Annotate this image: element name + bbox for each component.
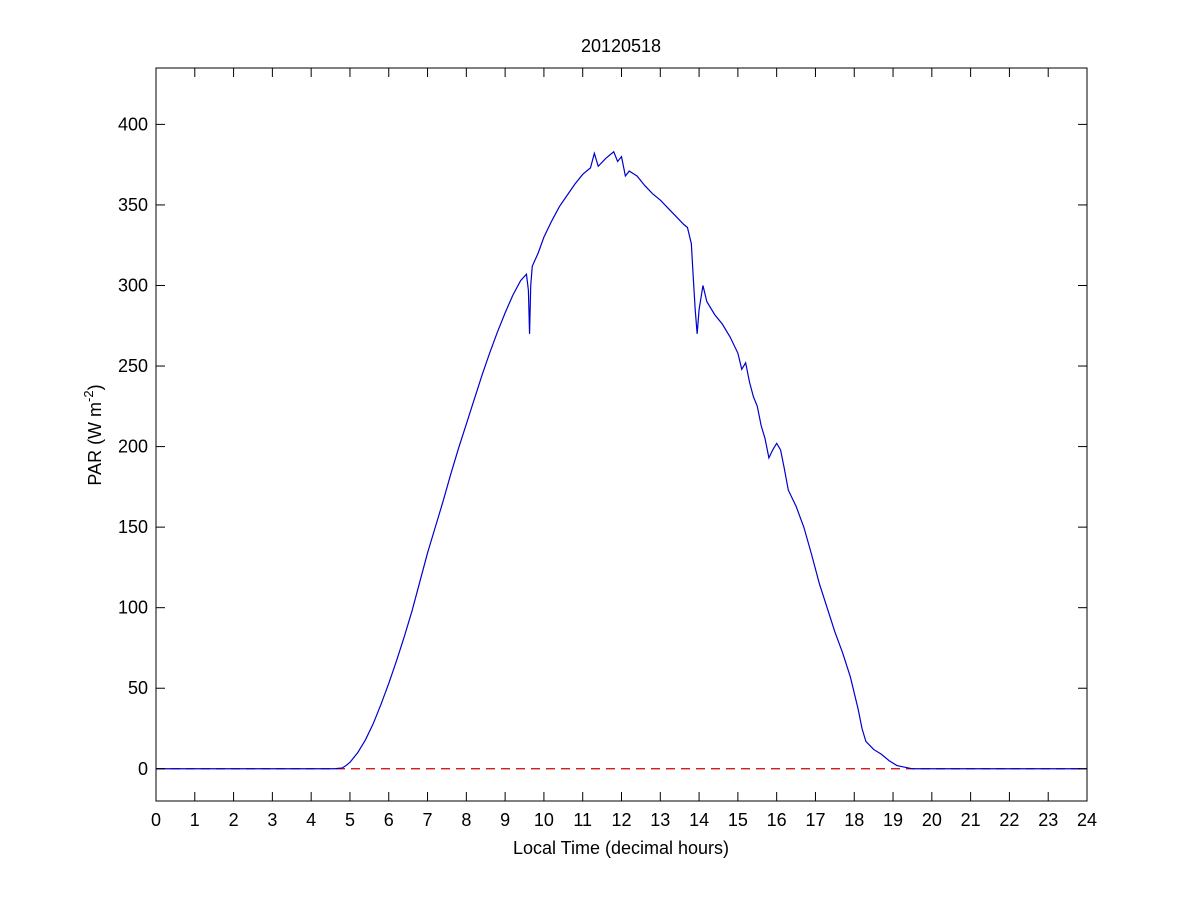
y-axis-label-close: )	[85, 384, 105, 390]
x-tick-label: 4	[306, 810, 316, 830]
y-tick-label: 350	[118, 195, 148, 215]
y-tick-label: 200	[118, 437, 148, 457]
x-tick-label: 21	[961, 810, 981, 830]
y-axis-label: PAR (W m-2)	[81, 384, 105, 485]
x-tick-label: 18	[844, 810, 864, 830]
x-tick-label: 24	[1077, 810, 1097, 830]
y-tick-label: 150	[118, 517, 148, 537]
chart-title: 20120518	[581, 36, 661, 56]
x-tick-label: 9	[500, 810, 510, 830]
x-tick-label: 20	[922, 810, 942, 830]
x-tick-label: 6	[384, 810, 394, 830]
x-axis-ticks: 0 1 2 3 4 5 6 7 8 9 10 11 12 13 14 15 16 17 18 19 20 21 22 23 24	[151, 68, 1097, 830]
x-tick-label: 15	[728, 810, 748, 830]
x-axis-label: Local Time (decimal hours)	[513, 838, 729, 858]
x-tick-label: 1	[190, 810, 200, 830]
x-tick-label: 11	[573, 810, 592, 830]
x-tick-label: 5	[345, 810, 355, 830]
x-tick-label: 14	[689, 810, 709, 830]
x-tick-label: 10	[534, 810, 554, 830]
y-tick-label: 300	[118, 275, 148, 295]
x-tick-label: 22	[999, 810, 1019, 830]
y-tick-label: 50	[128, 678, 148, 698]
series-group	[156, 150, 1087, 770]
x-tick-label: 8	[461, 810, 471, 830]
x-tick-label: 2	[229, 810, 239, 830]
y-tick-label: 250	[118, 356, 148, 376]
y-axis-ticks: 0 50 100 150 200 250 300 350 400	[118, 114, 1087, 779]
x-tick-label: 13	[650, 810, 670, 830]
par-series-line	[156, 150, 1087, 770]
plot-frame	[155, 67, 1088, 802]
x-tick-label: 19	[883, 810, 903, 830]
x-tick-label: 17	[805, 810, 825, 830]
x-tick-label: 16	[767, 810, 787, 830]
x-tick-label: 23	[1038, 810, 1058, 830]
x-tick-label: 7	[423, 810, 433, 830]
y-axis-label-superscript: -2	[81, 390, 96, 402]
x-tick-label: 12	[611, 810, 631, 830]
x-tick-label: 0	[151, 810, 161, 830]
y-axis-label-main: PAR (W m	[85, 402, 105, 486]
x-tick-label: 3	[267, 810, 277, 830]
y-tick-label: 400	[118, 114, 148, 134]
y-tick-label: 0	[138, 759, 148, 779]
y-tick-label: 100	[118, 598, 148, 618]
